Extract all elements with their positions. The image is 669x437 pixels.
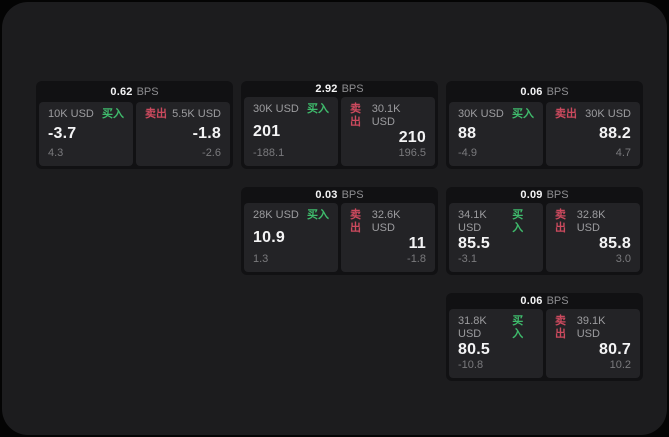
bps-unit-label: BPS [341, 188, 364, 201]
buy-quote-tile[interactable]: 31.8K USD 买入 80.5 -10.8 [449, 308, 543, 378]
buy-side-label: 买入 [512, 108, 534, 120]
buy-delta: -3.1 [458, 252, 477, 265]
buy-amount: 30K USD [253, 102, 299, 115]
buy-delta: -4.9 [458, 146, 477, 159]
sell-side-label: 卖出 [350, 208, 361, 235]
buy-delta: -10.8 [458, 358, 484, 371]
sell-price: 88.2 [599, 125, 631, 143]
buy-side-label: 买入 [512, 208, 524, 235]
quote-card-5: 0.09 BPS 34.1K USD 买入 85.5 -3.1 卖出 [446, 187, 643, 275]
sell-side-label: 卖出 [555, 108, 577, 120]
buy-price: 201 [253, 122, 281, 140]
quote-card-6: 0.06 BPS 31.8K USD 买入 80.5 -10.8 卖 [446, 293, 643, 381]
quote-card-2: 2.92 BPS 30K USD 买入 201 -188.1 卖出 [241, 81, 438, 169]
buy-quote-tile[interactable]: 10K USD 买入 -3.7 4.3 [39, 102, 133, 166]
sell-side-label: 卖出 [350, 102, 361, 129]
quote-card-grid: 0.62 BPS 10K USD 买入 -3.7 4.3 卖出 [36, 81, 643, 381]
bps-value: 0.03 [315, 188, 338, 201]
sell-side-label: 卖出 [555, 208, 566, 235]
sell-quote-tile[interactable]: 卖出 30K USD 88.2 4.7 [546, 102, 640, 166]
buy-quote-tile[interactable]: 30K USD 买入 201 -188.1 [244, 96, 338, 166]
quote-card-4: 0.03 BPS 28K USD 买入 10.9 1.3 卖出 [241, 187, 438, 275]
buy-delta: -188.1 [253, 146, 285, 159]
sell-delta: 3.0 [615, 252, 631, 265]
buy-price: 88 [458, 125, 477, 143]
sell-delta: -1.8 [407, 252, 426, 265]
bps-unit-label: BPS [546, 188, 569, 201]
buy-delta: 1.3 [253, 252, 269, 265]
buy-side-label: 买入 [307, 102, 329, 115]
bps-value: 0.62 [110, 85, 133, 98]
sell-quote-tile[interactable]: 卖出 39.1K USD 80.7 10.2 [546, 308, 640, 378]
quote-card-3: 0.06 BPS 30K USD 买入 88 -4.9 卖出 [446, 81, 643, 169]
bps-value: 0.09 [520, 188, 543, 201]
sell-quote-tile[interactable]: 卖出 5.5K USD -1.8 -2.6 [136, 102, 230, 166]
buy-delta: 4.3 [48, 146, 64, 159]
sell-price: 85.8 [599, 235, 631, 253]
bps-unit-label: BPS [136, 85, 159, 98]
sell-quote-tile[interactable]: 卖出 30.1K USD 210 196.5 [341, 96, 435, 166]
sell-price: 210 [398, 129, 426, 147]
sell-side-label: 卖出 [555, 314, 566, 341]
sell-delta: 4.7 [615, 146, 631, 159]
sell-amount: 30K USD [585, 108, 631, 120]
buy-price: -3.7 [48, 125, 77, 143]
buy-amount: 34.1K USD [458, 208, 487, 235]
buy-side-label: 买入 [102, 108, 124, 120]
bps-value: 0.06 [520, 85, 543, 98]
buy-price: 85.5 [458, 235, 490, 253]
bps-value: 0.06 [520, 294, 543, 307]
sell-amount: 39.1K USD [576, 314, 606, 341]
quote-card-1: 0.62 BPS 10K USD 买入 -3.7 4.3 卖出 [36, 81, 233, 169]
sell-delta: -2.6 [202, 146, 221, 159]
bps-unit-label: BPS [341, 82, 364, 95]
buy-side-label: 买入 [307, 208, 329, 221]
buy-quote-tile[interactable]: 28K USD 买入 10.9 1.3 [244, 202, 338, 272]
buy-price: 80.5 [458, 341, 490, 359]
bps-unit-label: BPS [546, 294, 569, 307]
buy-quote-tile[interactable]: 30K USD 买入 88 -4.9 [449, 102, 543, 166]
sell-quote-tile[interactable]: 卖出 32.8K USD 85.8 3.0 [546, 202, 640, 272]
sell-price: 11 [408, 235, 426, 253]
bps-header: 0.03 BPS [244, 187, 435, 203]
buy-amount: 28K USD [253, 208, 299, 221]
buy-price: 10.9 [253, 228, 285, 246]
sell-quote-tile[interactable]: 卖出 32.6K USD 11 -1.8 [341, 202, 435, 272]
sell-price: -1.8 [192, 125, 221, 143]
buy-side-label: 买入 [512, 314, 524, 341]
sell-price: 80.7 [599, 341, 631, 359]
buy-amount: 10K USD [48, 108, 94, 120]
bps-unit-label: BPS [546, 85, 569, 98]
buy-quote-tile[interactable]: 34.1K USD 买入 85.5 -3.1 [449, 202, 543, 272]
sell-delta: 10.2 [609, 358, 631, 371]
sell-amount: 32.6K USD [371, 208, 401, 235]
bps-header: 0.06 BPS [449, 293, 640, 309]
sell-side-label: 卖出 [145, 108, 167, 120]
bps-header: 0.62 BPS [39, 81, 230, 102]
sell-delta: 196.5 [398, 146, 426, 159]
sell-amount: 30.1K USD [371, 102, 401, 129]
bps-header: 0.06 BPS [449, 81, 640, 102]
sell-amount: 5.5K USD [172, 108, 221, 120]
buy-amount: 31.8K USD [458, 314, 487, 341]
bps-header: 0.09 BPS [449, 187, 640, 203]
buy-amount: 30K USD [458, 108, 504, 120]
sell-amount: 32.8K USD [576, 208, 606, 235]
bps-value: 2.92 [315, 82, 338, 95]
bps-header: 2.92 BPS [244, 81, 435, 97]
